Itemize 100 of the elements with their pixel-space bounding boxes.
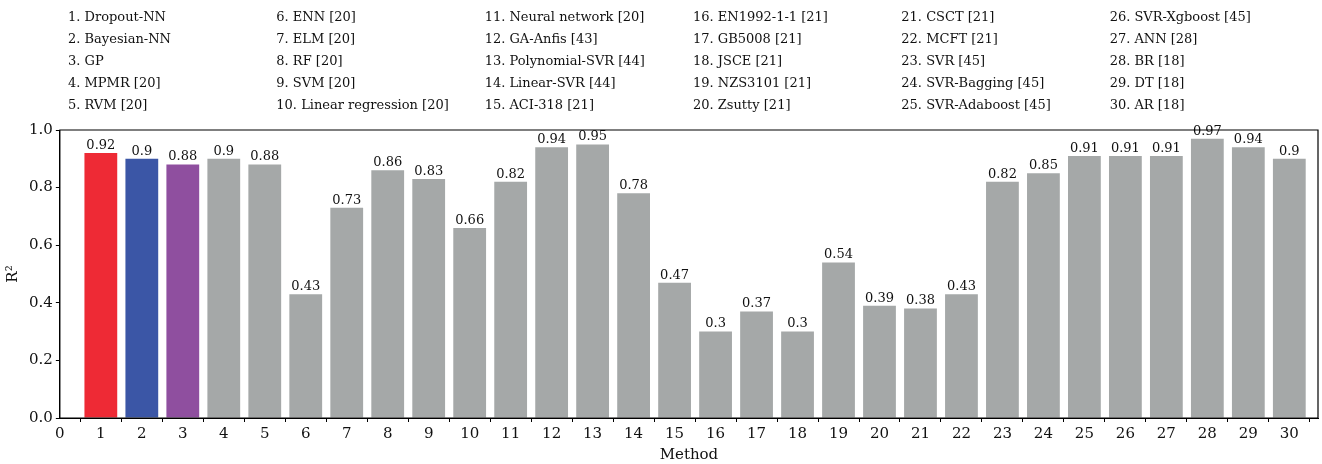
text: 23. SVR [45]: [901, 52, 987, 70]
data-label: 0.85: [1028, 157, 1058, 173]
data-label: 0.88: [168, 148, 198, 164]
bar: [248, 164, 282, 418]
data-label: 0.9: [1278, 142, 1300, 158]
y-tick-label: 0.2: [29, 350, 53, 369]
data-label: 0.9: [213, 142, 235, 158]
data-label: 0.88: [250, 148, 280, 164]
text: 20. Zsutty [21]: [692, 96, 792, 114]
data-label: 0.78: [619, 177, 649, 193]
text: 30. AR [18]: [1109, 96, 1186, 114]
text: 5. RVM [20]: [68, 96, 149, 114]
bar: [1068, 155, 1101, 418]
x-axis-title: Method: [659, 444, 719, 463]
bar: [1149, 155, 1183, 418]
text: 6. ENN [20]: [276, 8, 357, 26]
text: 28. BR [18]: [1109, 52, 1186, 70]
text: 24. SVR-Bagging [45]: [901, 74, 1046, 92]
y-tick-label: 0.4: [29, 292, 53, 311]
bar: [289, 294, 323, 418]
bar: [453, 227, 487, 418]
bar: [658, 282, 691, 418]
data-label: 0.94: [1233, 131, 1263, 147]
bar: [1272, 158, 1306, 418]
bar: [1108, 155, 1142, 418]
bar: [330, 207, 364, 418]
x-tick-label: 1: [96, 423, 106, 442]
y-tick-label: 0.8: [29, 177, 53, 196]
bar: [535, 147, 569, 418]
text: 17. GB5008 [21]: [692, 30, 803, 48]
x-tick-label: 16: [706, 423, 726, 442]
data-label: 0.37: [742, 295, 772, 311]
data-label: 0.66: [455, 211, 485, 227]
bar: [945, 294, 978, 418]
text: 12. GA-Anfis [43]: [484, 30, 599, 48]
bar: [125, 158, 159, 418]
text: 19. NZS3101 [21]: [692, 74, 812, 92]
data-label: 0.92: [86, 136, 116, 152]
data-label: 0.97: [1192, 122, 1222, 138]
text: 29. DT [18]: [1109, 74, 1186, 92]
x-tick-label: 25: [1074, 423, 1094, 442]
x-tick-label: 14: [624, 423, 644, 442]
data-label: 0.82: [987, 165, 1017, 181]
data-label: 0.83: [414, 162, 444, 178]
bar: [1231, 147, 1265, 418]
bar: [412, 178, 446, 418]
x-tick-label: 29: [1238, 423, 1258, 442]
text: 16. EN1992-1-1 [21]: [692, 8, 829, 26]
x-tick-label: 26: [1115, 423, 1135, 442]
data-label: 0.9: [131, 142, 153, 158]
data-label: 0.91: [1069, 139, 1099, 155]
text: 14. Linear-SVR [44]: [484, 74, 617, 92]
bar: [740, 311, 773, 418]
bar: [494, 181, 528, 418]
x-tick-label: 6: [300, 423, 311, 442]
data-label: 0.91: [1151, 139, 1181, 155]
x-tick-label: 5: [259, 423, 270, 442]
text: 3. GP: [68, 52, 105, 70]
x-tick-label: 9: [423, 423, 434, 442]
x-tick-label: 3: [178, 423, 188, 442]
x-tick-label: 15: [665, 423, 685, 442]
data-label: 0.39: [865, 289, 894, 305]
y-axis-title: R²: [2, 265, 21, 283]
y-tick-label: 0.0: [29, 407, 53, 426]
bar: [863, 305, 896, 418]
x-tick-label: 4: [219, 423, 229, 442]
x-tick-label: 13: [583, 423, 603, 442]
x-tick-label: 24: [1033, 423, 1053, 442]
text: 1. Dropout-NN: [68, 8, 167, 26]
text: 4. MPMR [20]: [68, 74, 162, 92]
bar: [576, 144, 610, 418]
bar: [371, 170, 405, 418]
bar: [904, 308, 937, 418]
y-tick-label: 1.0: [29, 119, 53, 138]
x-tick-label: 0: [55, 423, 65, 442]
text: 8. RF [20]: [276, 52, 344, 70]
text: 22. MCFT [21]: [901, 30, 999, 48]
x-tick-label: 17: [747, 423, 767, 442]
text: 21. CSCT [21]: [901, 8, 996, 26]
bar: [166, 164, 200, 418]
text: 13. Polynomial-SVR [44]: [484, 52, 646, 70]
x-tick-label: 28: [1197, 423, 1217, 442]
bar: [986, 181, 1019, 418]
x-tick-label: 22: [951, 423, 971, 442]
bar: [617, 193, 650, 418]
bar: [207, 158, 241, 418]
x-tick-label: 20: [869, 423, 890, 442]
y-tick-label: 0.6: [29, 235, 53, 254]
bar: [781, 331, 814, 418]
data-label: 0.3: [787, 315, 808, 331]
x-tick-label: 7: [341, 423, 352, 442]
x-tick-label: 10: [460, 423, 480, 442]
data-label: 0.91: [1110, 139, 1140, 155]
data-label: 0.54: [824, 246, 853, 262]
data-label: 0.38: [906, 292, 935, 308]
bar: [1190, 138, 1224, 418]
bar: [822, 262, 855, 418]
text: 2. Bayesian-NN: [68, 30, 172, 48]
data-label: 0.3: [705, 315, 726, 331]
data-label: 0.43: [291, 278, 321, 294]
